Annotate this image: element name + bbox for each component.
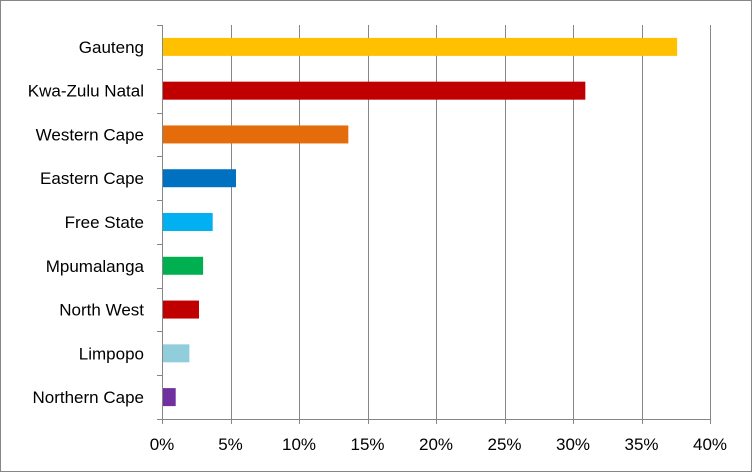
axes — [157, 25, 711, 424]
x-tick-label: 5% — [218, 435, 243, 454]
x-tick-label: 35% — [624, 435, 658, 454]
bar-free-state — [163, 213, 213, 231]
x-tick-label: 10% — [282, 435, 316, 454]
category-label: Western Cape — [36, 125, 144, 144]
category-label: Free State — [65, 213, 144, 232]
x-tick-label: 25% — [487, 435, 521, 454]
x-tick-label: 40% — [693, 435, 727, 454]
x-tick-label: 15% — [350, 435, 384, 454]
bar-western-cape — [163, 125, 349, 144]
category-label: Mpumalanga — [46, 257, 145, 276]
category-label: Limpopo — [79, 344, 144, 363]
bars — [163, 37, 678, 407]
x-tick-label: 20% — [419, 435, 453, 454]
category-label: Eastern Cape — [40, 169, 144, 188]
bar-eastern-cape — [163, 169, 236, 188]
labels: 0% 5% 10% 15% 20% 25% 30% 35% 40% Gauteng Kwa-Zulu… — [28, 38, 727, 454]
category-label: Northern Cape — [32, 388, 144, 407]
x-tick-label: 0% — [150, 435, 175, 454]
bar-northern-cape — [163, 388, 176, 407]
bar-gauteng — [163, 37, 678, 56]
category-label: Gauteng — [79, 38, 144, 57]
bar-mpumalanga — [163, 256, 204, 275]
bar-north-west — [163, 300, 199, 319]
category-label: Kwa-Zulu Natal — [28, 82, 144, 101]
bar-kwa-zulu-natal — [163, 81, 586, 100]
category-label: North West — [59, 301, 144, 320]
bar-limpopo — [163, 344, 190, 363]
x-tick-label: 30% — [556, 435, 590, 454]
